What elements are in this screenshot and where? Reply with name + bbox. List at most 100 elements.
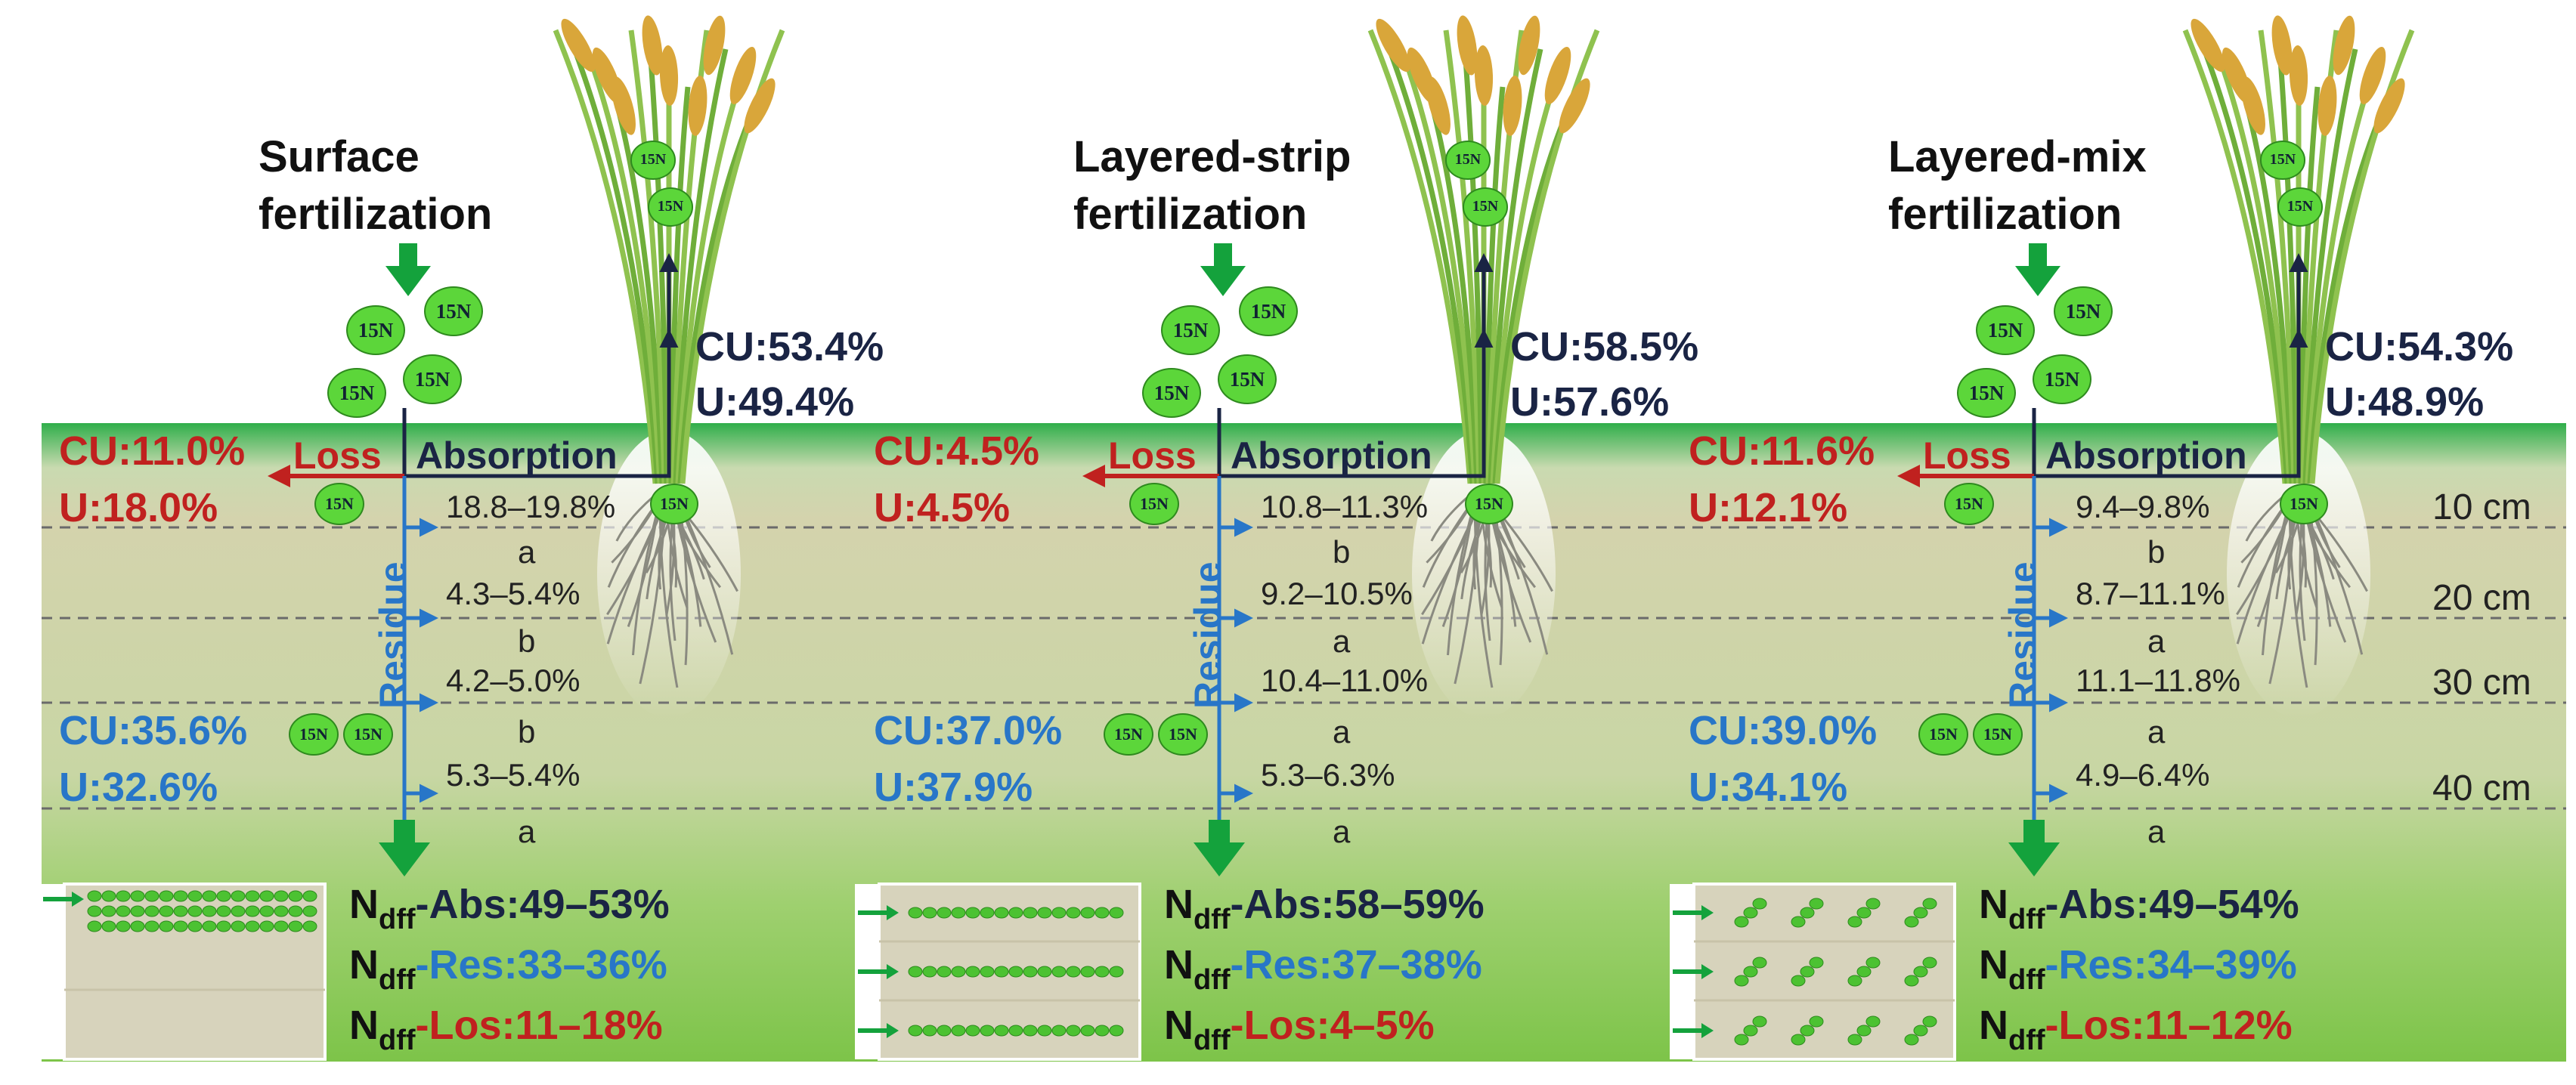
n15-fertilizer-granule: 15N (327, 367, 386, 419)
granule-dot (980, 1025, 995, 1037)
n15-fertilizer-granule: 15N (1161, 304, 1220, 356)
granule-dot (302, 890, 317, 902)
granule-dot (937, 1025, 952, 1037)
n15-leaf-granule: 15N (2277, 187, 2323, 227)
granule-dot (980, 966, 995, 978)
absorption-label: Absorption (416, 434, 618, 477)
granule-dot (159, 920, 174, 932)
n15-root-granule: 15N (2280, 483, 2328, 525)
n15-residue-granule: 15N (289, 713, 339, 756)
ndff-los-value: 11–18% (515, 1003, 663, 1048)
n15-fertilizer-granule: 15N (1142, 367, 1201, 419)
significance-letter: a (518, 534, 536, 570)
inject-arrow-head (1701, 905, 1714, 920)
granule-dot (130, 905, 145, 917)
granule-dot (922, 1025, 937, 1037)
granule-dot (1752, 1015, 1767, 1028)
ndff-los-value: 11–12% (2144, 1003, 2293, 1048)
granule-dot (1809, 898, 1824, 910)
granule-dot (259, 890, 274, 902)
rice-leaf (590, 66, 663, 484)
granule-dot (980, 907, 995, 919)
granule-dot (1734, 1034, 1749, 1046)
granule-dot (1008, 1025, 1023, 1037)
n15-leaf-granule: 15N (2260, 141, 2305, 180)
n15-residue-granule: 15N (1973, 713, 2023, 756)
rice-leaf (673, 48, 729, 484)
panel-title-line1: Surface (259, 132, 420, 181)
layer-percentage: 10.4–11.0% (1261, 663, 1429, 698)
rice-grain-cluster (2289, 45, 2308, 106)
ndff-subscript: dff (379, 964, 416, 996)
n15-fertilizer-granule: 15N (1957, 367, 2016, 419)
granule-dot (1743, 966, 1758, 978)
rice-leaf (1443, 29, 1482, 484)
granule-dot (1865, 898, 1881, 910)
ndff-subscript: dff (379, 904, 416, 935)
rice-grain-cluster (659, 45, 679, 106)
depth-label: 20 cm (2432, 578, 2531, 618)
significance-letter: b (518, 714, 536, 750)
rice-grain-cluster (1559, 78, 1590, 134)
granule-dot (1051, 907, 1067, 919)
ndff-subscript: dff (2008, 1025, 2045, 1056)
granule-dot (1752, 898, 1767, 910)
granule-dot (922, 907, 937, 919)
rice-grain-cluster (688, 76, 707, 136)
granule-dot (116, 905, 131, 917)
ndff-los-label: -Los: (1230, 1003, 1330, 1048)
ndff-los-line: Ndff-Los:4–5% (1164, 1003, 1435, 1055)
absorption-label: Absorption (1231, 434, 1432, 477)
granule-dot (231, 905, 246, 917)
ndff-abs-line: Ndff-Abs:49–53% (349, 884, 670, 934)
rice-grain-cluster (561, 18, 596, 73)
n15-fertilizer-granule: 15N (424, 286, 483, 337)
n15-leaf-granule: 15N (630, 141, 676, 180)
n15-root-granule: 15N (650, 483, 698, 525)
granule-dot (87, 920, 102, 932)
granule-dot (101, 905, 116, 917)
n15-fertilizer-granule: 15N (346, 304, 405, 356)
granule-dot (1094, 966, 1110, 978)
absorption-arrow (404, 329, 679, 478)
n15-leaf-granule: 15N (1463, 187, 1508, 227)
granule-dot (1109, 907, 1124, 919)
ndff-res-label: -Res: (1230, 942, 1333, 988)
loss-cu-value: CU:11.0% (59, 428, 246, 474)
granule-dot (202, 890, 217, 902)
absorption-u-value: U:49.4% (695, 379, 855, 425)
granule-dot (288, 890, 303, 902)
loss-label: Loss (1923, 434, 2011, 477)
granule-dot (101, 890, 116, 902)
rice-leaf (1490, 66, 1562, 484)
ndff-subscript: dff (2008, 964, 2045, 996)
granule-dot (1809, 1015, 1824, 1028)
absorption-cu-value: CU:53.4% (695, 324, 884, 369)
granule-dot (1856, 1025, 1872, 1037)
granule-dot (1109, 966, 1124, 978)
significance-letter: a (2147, 623, 2166, 659)
n15-residue-granule: 15N (1104, 713, 1153, 756)
panel-title-line2: fertilization (259, 190, 493, 239)
panel-title-line1: Layered-strip (1073, 132, 1351, 181)
rice-grain-cluster (2191, 18, 2225, 73)
soil-profile (42, 423, 2566, 1062)
absorption-label: Absorption (2045, 434, 2247, 477)
granule-dot (1791, 1034, 1806, 1046)
n15-leaf-granule: 15N (1445, 141, 1491, 180)
residue-u-value: U:34.1% (1689, 765, 1848, 810)
rice-grain-cluster (1518, 15, 1540, 76)
granule-dot (1023, 907, 1038, 919)
rice-leaf (1386, 48, 1475, 484)
granule-dot (1913, 907, 1928, 919)
ndff-res-value: 37–38% (1332, 942, 1482, 988)
ndff-prefix: N (349, 942, 379, 988)
n15-fertilizer-granule: 15N (1239, 286, 1298, 337)
granule-dot (1080, 907, 1095, 919)
layer-percentage: 5.3–5.4% (446, 757, 581, 793)
granule-dot (159, 890, 174, 902)
rice-leaf (2239, 86, 2295, 484)
residue-cu-value: CU:37.0% (874, 708, 1063, 753)
granule-dot (130, 890, 145, 902)
